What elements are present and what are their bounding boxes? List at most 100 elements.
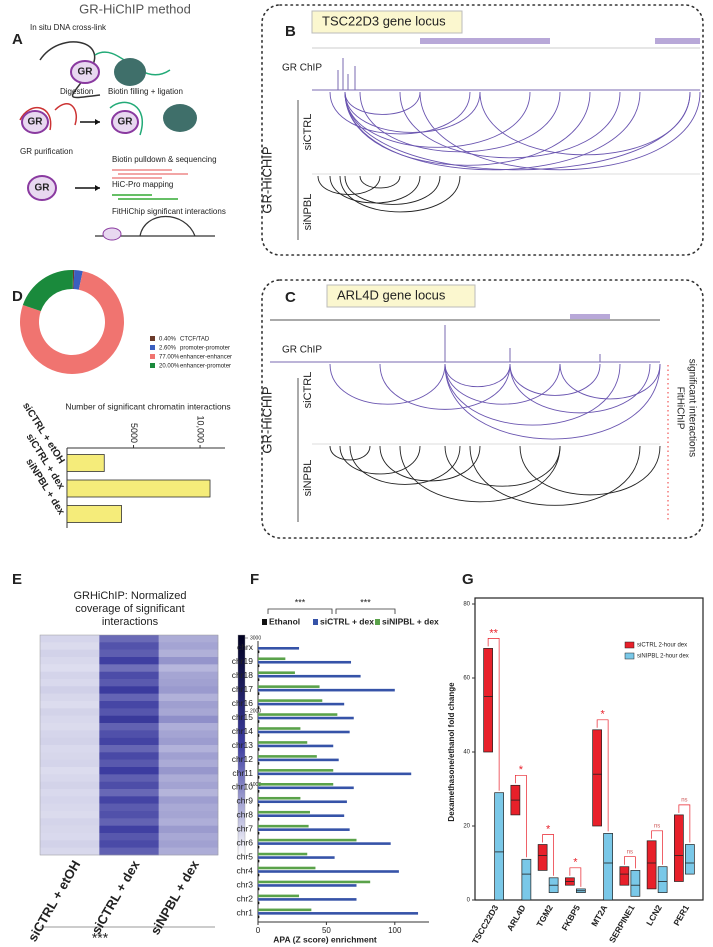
bar	[258, 671, 295, 674]
donut-slice	[22, 270, 74, 312]
bar	[258, 817, 260, 821]
legend-label: enhancer-enhancer	[180, 355, 232, 361]
assay-label: GR-HiCHIP	[259, 146, 274, 213]
sig-bracket	[596, 719, 609, 832]
x-tick-label: 0	[256, 926, 261, 935]
interaction-arc	[317, 175, 381, 195]
bar	[258, 772, 412, 776]
interaction-arc	[344, 91, 421, 115]
bar	[258, 699, 323, 702]
bar	[258, 796, 301, 800]
panel-label: F	[250, 571, 259, 588]
dna	[109, 101, 143, 136]
sig-label: ns	[654, 823, 660, 829]
heat-cell	[99, 737, 159, 746]
legend-label: CTCF/TAD	[180, 337, 210, 343]
column-label: siCTRL + etOH	[25, 858, 84, 944]
chart-title: coverage of significant	[75, 603, 184, 615]
heat-cell	[158, 701, 219, 709]
heat-cell	[158, 818, 219, 826]
sig-label: *	[600, 709, 605, 721]
sig-bracket	[678, 804, 691, 843]
range-box	[657, 866, 668, 893]
panel-b: B TSC22D3 gene locus GR ChIP GR-HiCHIP s…	[259, 4, 704, 256]
sig-bracket	[542, 834, 554, 876]
sig-label: ***	[295, 597, 306, 607]
gr-protein	[111, 110, 139, 134]
heat-cell	[40, 701, 100, 709]
panel-label: A	[12, 31, 23, 48]
legend-value: 0.40%	[159, 337, 177, 343]
bar	[258, 790, 260, 793]
heat-cell	[40, 803, 100, 812]
locus-box	[311, 10, 463, 34]
heat-cell	[158, 781, 219, 790]
heat-cell	[40, 657, 100, 665]
interaction-arc	[344, 91, 481, 133]
interaction-arc	[559, 363, 661, 400]
x-axis-label: APA (Z score) enrichment	[273, 934, 377, 944]
bar	[258, 692, 260, 695]
category-label: chr6	[236, 838, 253, 848]
category-label: chr14	[232, 726, 254, 736]
legend-label: promoter-promoter	[180, 346, 230, 352]
gr-label: GR	[78, 67, 94, 78]
heat-cell	[158, 686, 219, 694]
bar	[258, 803, 260, 807]
step: Digestion	[60, 87, 93, 96]
legend-swatch	[375, 619, 380, 625]
y-tick-label: 80	[463, 602, 470, 608]
heat-cell	[99, 774, 159, 782]
heat-cell	[158, 649, 219, 658]
heat-cell	[99, 840, 159, 848]
interaction-arc	[329, 91, 471, 135]
gr-label: GR	[28, 117, 44, 128]
panel-a: A GR-HiChIP method In situ DNA cross-lin…	[12, 1, 226, 241]
heat-cell	[99, 679, 159, 687]
heat-cell	[40, 686, 100, 694]
heat-cell	[40, 715, 100, 724]
x-tick-label: 10,000	[196, 415, 206, 443]
bar	[258, 664, 260, 668]
category-label: chr8	[236, 810, 253, 820]
bar	[258, 873, 260, 877]
sig-label: *	[519, 764, 524, 776]
heat-cell	[158, 671, 219, 680]
bar	[258, 758, 339, 762]
category-label: chr16	[232, 698, 254, 708]
heat-cell	[40, 708, 100, 716]
sig-label: ***	[360, 597, 371, 607]
interaction-arc	[379, 363, 511, 410]
step: FitHiChip significant interactions	[112, 207, 226, 216]
heat-cell	[40, 737, 100, 746]
category-label: chr4	[236, 865, 253, 875]
condition: siCTRL	[302, 372, 314, 409]
category-label: FKBP5	[559, 903, 582, 932]
heat-cell	[99, 701, 159, 709]
bar	[258, 674, 361, 678]
y-tick-label: 20	[463, 824, 470, 830]
heat-cell	[40, 767, 100, 775]
bar	[258, 647, 300, 650]
bar	[258, 734, 260, 737]
interaction-arc	[339, 445, 421, 475]
category-label: chr5	[236, 851, 253, 861]
heat-cell	[40, 693, 100, 702]
heat-cell	[40, 759, 100, 768]
gene	[420, 38, 550, 44]
heat-cell	[40, 825, 100, 834]
heat-cell	[40, 664, 100, 672]
heat-cell	[99, 745, 159, 753]
reads	[112, 194, 178, 200]
range-box	[483, 648, 493, 753]
range-box	[521, 858, 532, 901]
interaction-arc	[399, 445, 561, 503]
legend-swatch	[150, 354, 155, 359]
gr-protein	[70, 60, 100, 84]
y-tick-label: 40	[463, 750, 470, 756]
arrow	[95, 185, 100, 191]
bar	[258, 866, 316, 870]
bar	[258, 755, 317, 758]
chip-track	[312, 58, 700, 91]
interaction-arc	[379, 445, 481, 482]
